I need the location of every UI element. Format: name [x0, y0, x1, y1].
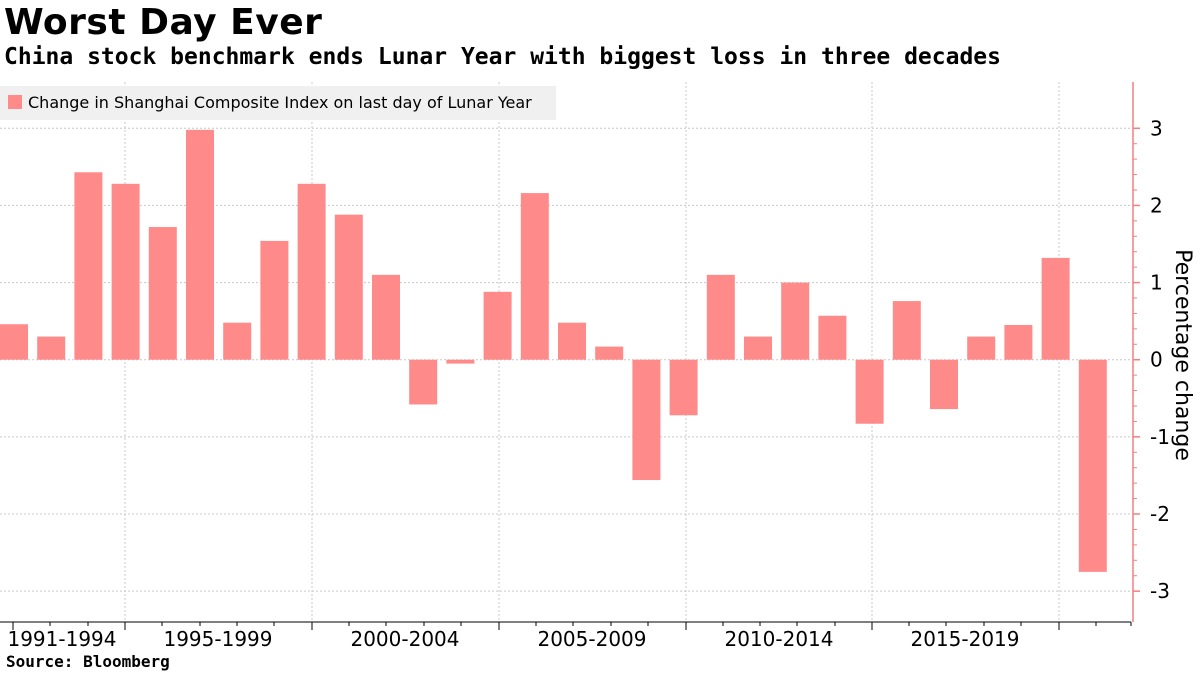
bar	[186, 129, 214, 360]
bar	[855, 359, 884, 424]
bar	[669, 359, 698, 416]
bar	[409, 359, 438, 405]
bar	[74, 172, 103, 360]
bar	[744, 336, 772, 360]
y-tick-label: -3	[1150, 579, 1170, 603]
y-tick-label: -2	[1150, 502, 1170, 526]
bar	[1078, 359, 1107, 572]
bar	[558, 322, 586, 360]
y-axis: -3 -2 -1 0 1 2 3	[1132, 82, 1170, 622]
legend-swatch	[8, 95, 22, 109]
bar	[930, 359, 958, 410]
bar	[632, 359, 661, 481]
bar	[892, 301, 921, 360]
y-tick-label: 2	[1150, 193, 1163, 217]
bar	[595, 346, 624, 360]
x-tick-label: 1995-1999	[163, 627, 272, 651]
chart-title: Worst Day Ever	[4, 2, 323, 43]
bar	[223, 322, 252, 360]
bar	[967, 336, 996, 360]
y-tick-label: 3	[1150, 116, 1163, 140]
bar	[1004, 325, 1033, 360]
legend: Change in Shanghai Composite Index on la…	[0, 86, 556, 120]
bar	[297, 183, 326, 360]
bar	[781, 282, 810, 360]
y-tick-label: 0	[1150, 348, 1163, 372]
x-tick-label: 1991-1994	[7, 627, 116, 651]
bar	[372, 274, 400, 360]
source-note: Source: Bloomberg	[6, 652, 170, 671]
y-axis-label: Percentage change	[1170, 249, 1195, 461]
x-tick-label: 2000-2004	[350, 627, 459, 651]
x-tick-label: 2010-2014	[724, 627, 833, 651]
bar-series	[0, 129, 1107, 572]
legend-background	[0, 86, 556, 120]
legend-label: Change in Shanghai Composite Index on la…	[28, 93, 532, 112]
bar	[37, 336, 66, 360]
bar	[706, 274, 735, 360]
bar	[1041, 257, 1070, 360]
bar	[260, 240, 289, 360]
bar	[334, 214, 363, 360]
y-tick-label: 1	[1150, 271, 1163, 295]
y-tick-label: -1	[1150, 425, 1170, 449]
chart-subtitle: China stock benchmark ends Lunar Year wi…	[4, 44, 1001, 70]
x-tick-label: 2015-2019	[910, 627, 1019, 651]
bar	[483, 291, 512, 360]
bar	[0, 324, 28, 360]
x-tick-label: 2005-2009	[537, 627, 646, 651]
x-axis: 1991-1994 1995-1999 2000-2004 2005-2009 2010…	[0, 621, 1132, 651]
bar	[111, 183, 140, 360]
bar	[148, 227, 177, 360]
bar	[520, 193, 549, 360]
bar	[446, 359, 475, 364]
bar	[818, 315, 847, 360]
